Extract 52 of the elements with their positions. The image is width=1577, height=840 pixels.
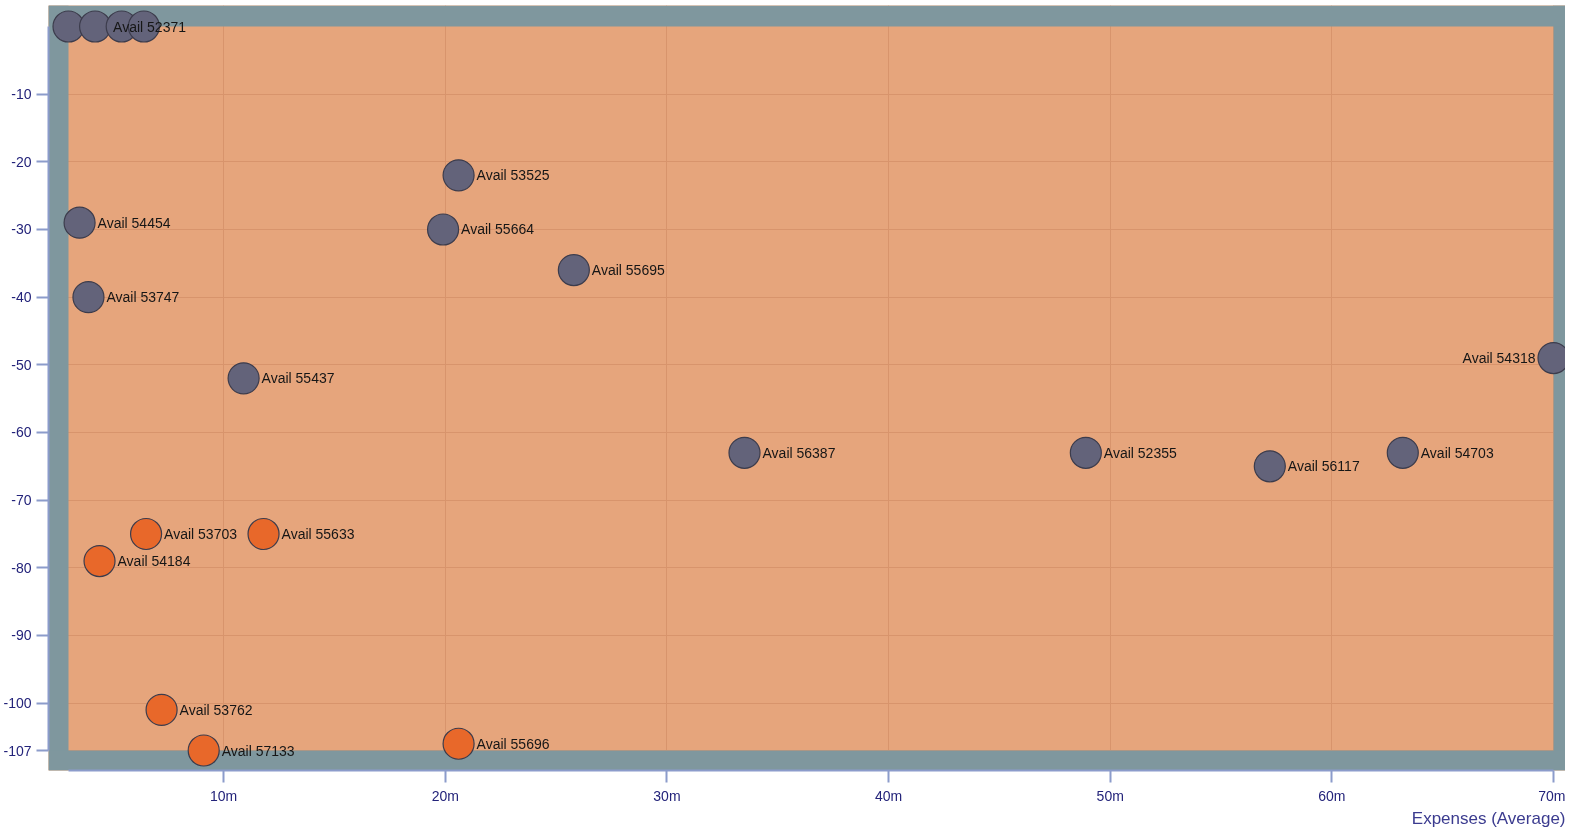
data-label: Avail 53762	[179, 701, 253, 718]
data-label: Avail 55696	[476, 735, 550, 752]
data-label: Avail 53747	[106, 289, 180, 306]
y-tick-label: -107	[3, 742, 32, 759]
y-tick-label: -100	[3, 695, 32, 712]
point	[1386, 436, 1419, 469]
data-label: Avail 53703	[164, 525, 238, 542]
data-label: Avail 56117	[1287, 458, 1360, 475]
data-label: Avail 54318	[1462, 350, 1536, 367]
y-tick-label: -50	[11, 356, 32, 373]
y-tick-label: -10	[11, 86, 32, 103]
point	[72, 281, 105, 314]
y-tick-label: -70	[11, 492, 32, 509]
data-label: Avail 55437	[261, 370, 335, 387]
point	[52, 10, 85, 43]
point	[83, 544, 116, 578]
x-tick-label: 10m	[210, 787, 238, 804]
point	[1253, 450, 1286, 483]
data-label: Avail 55633	[281, 525, 355, 542]
point	[129, 517, 163, 551]
point	[442, 159, 475, 192]
y-tick-label: -30	[11, 221, 32, 238]
data-label: Avail 52355	[1103, 444, 1177, 461]
data-label: Avail 56387	[762, 444, 836, 461]
y-tick-label: -80	[11, 559, 32, 576]
point	[728, 436, 761, 469]
x-tick-label: 40m	[874, 787, 903, 804]
y-tick-label: -60	[11, 424, 32, 441]
x-tick-label: 70m	[1538, 787, 1566, 804]
x-tick-label: 30m	[653, 787, 681, 804]
data-label: Avail 54184	[117, 553, 191, 570]
point	[557, 254, 590, 287]
point	[63, 206, 96, 239]
data-label: Avail 55664	[461, 221, 535, 238]
y-tick-label: -90	[11, 627, 32, 644]
point	[247, 517, 280, 551]
data-label: Avail 55695	[591, 262, 665, 279]
point	[145, 693, 178, 726]
data-label: Avail 54703	[1420, 444, 1494, 461]
point	[442, 727, 475, 760]
x-tick-label: 20m	[431, 787, 459, 804]
x-tick-label: 50m	[1096, 787, 1124, 804]
point	[227, 362, 260, 395]
point	[1069, 436, 1102, 469]
data-label: Avail 54454	[97, 214, 171, 231]
y-tick-label: -20	[11, 153, 32, 170]
y-tick-label: -40	[11, 289, 32, 306]
data-label: Avail 53525	[476, 167, 550, 184]
x-tick-label: 60m	[1318, 787, 1346, 804]
x-axis-title: Expenses (Average)	[1411, 808, 1566, 828]
point	[187, 734, 220, 767]
point	[426, 213, 460, 246]
